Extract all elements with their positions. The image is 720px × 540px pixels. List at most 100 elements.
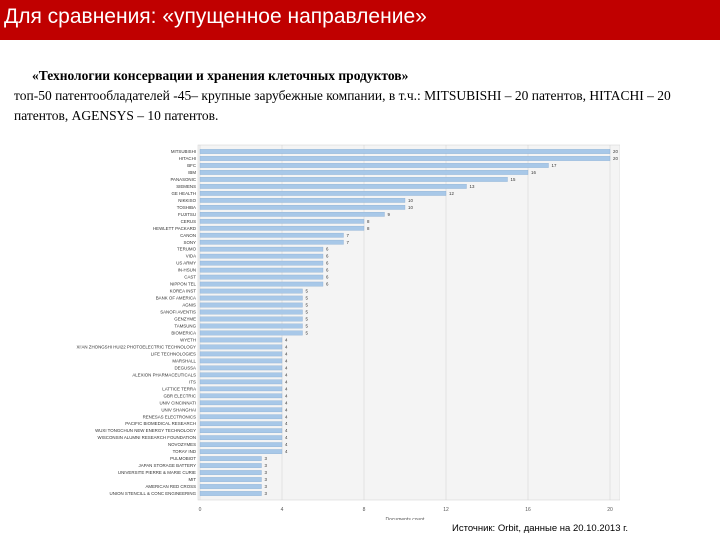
category-label-13: SONY	[184, 240, 197, 245]
page-title: Для сравнения: «упущенное направление»	[4, 5, 427, 28]
value-label-35: 4	[285, 393, 288, 398]
x-axis-label: Documents count	[386, 517, 426, 520]
category-label-24: GENZYME	[174, 317, 196, 322]
title-bar: Для сравнения: «упущенное направление»	[0, 0, 720, 40]
category-label-10: CERUS	[181, 219, 196, 224]
value-label-0: 20	[613, 149, 618, 154]
category-label-25: TAMSUNG	[174, 324, 196, 329]
bar-40	[199, 428, 283, 434]
category-label-26: BIOMERICA	[171, 331, 196, 336]
bar-13	[199, 239, 344, 245]
bar-12	[199, 232, 344, 238]
bar-32	[199, 372, 283, 378]
bar-17	[199, 267, 324, 273]
category-label-15: VIDA	[186, 254, 196, 259]
bar-4	[199, 177, 508, 182]
value-label-15: 6	[326, 254, 329, 259]
x-tick-label-1: 4	[281, 507, 284, 513]
category-label-35: GBR ELECTRIC	[164, 393, 196, 398]
bar-23	[199, 309, 303, 315]
bar-49	[199, 491, 262, 496]
value-label-47: 3	[265, 477, 268, 482]
value-label-1: 20	[613, 156, 618, 161]
bar-34	[199, 386, 283, 392]
bar-39	[199, 421, 283, 427]
value-label-43: 4	[285, 449, 288, 454]
category-label-20: KOREA INST	[170, 289, 197, 294]
category-label-38: RENESAS ELECTRONICS	[143, 414, 197, 419]
category-label-46: UNIVERSITE PIERRE & MARIE CURIE	[118, 470, 196, 475]
category-label-21: BANK OF AMERICA	[156, 296, 196, 301]
bar-5	[199, 184, 467, 189]
category-label-14: TERUMO	[177, 247, 197, 252]
value-label-23: 5	[306, 310, 309, 315]
value-label-21: 5	[306, 296, 309, 301]
category-label-9: FUJITSU	[178, 212, 196, 217]
category-label-23: SANOFI AVENTIS	[160, 310, 196, 315]
value-label-33: 4	[285, 379, 288, 384]
value-label-32: 4	[285, 372, 288, 377]
value-label-45: 3	[265, 463, 268, 468]
category-label-18: CAST	[184, 275, 196, 280]
category-label-49: UNION STENCILL & CONC ENGINEERING	[110, 491, 197, 496]
bar-19	[199, 281, 324, 287]
bar-2	[199, 163, 549, 168]
category-label-1: HITACHI	[179, 156, 196, 161]
bar-15	[199, 253, 324, 259]
category-label-0: MITSUBISHI	[171, 149, 196, 154]
bar-27	[199, 337, 283, 343]
value-label-38: 4	[285, 414, 288, 419]
bar-43	[199, 449, 283, 454]
bar-22	[199, 302, 303, 308]
bar-29	[199, 351, 283, 357]
value-label-22: 5	[306, 303, 309, 308]
value-label-37: 4	[285, 407, 288, 412]
category-label-2: BFC	[187, 163, 196, 168]
bar-21	[199, 295, 303, 301]
value-label-13: 7	[347, 240, 350, 245]
value-label-41: 4	[285, 435, 288, 440]
value-label-34: 4	[285, 386, 288, 391]
value-label-36: 4	[285, 400, 288, 405]
value-label-6: 12	[449, 191, 454, 196]
bar-24	[199, 316, 303, 322]
value-label-30: 4	[285, 358, 288, 363]
bar-38	[199, 414, 283, 420]
category-label-8: TOSHIBA	[177, 205, 196, 210]
category-label-41: WISCONSIN ALUMNI RESEARCH FOUNDATION	[98, 435, 196, 440]
bar-28	[199, 344, 283, 350]
bar-16	[199, 260, 324, 266]
bar-42	[199, 442, 283, 447]
bar-6	[199, 191, 447, 196]
bar-30	[199, 358, 283, 364]
category-label-17: IN-HSUN	[178, 268, 196, 273]
category-label-7: NIKKISO	[178, 198, 196, 203]
bar-48	[199, 484, 262, 489]
category-label-37: UNIV SHANGHAI	[161, 407, 196, 412]
bar-9	[199, 211, 385, 217]
category-label-48: AMERICAN RED CROSS	[146, 484, 197, 489]
category-label-19: NIPPON TEL	[170, 282, 197, 287]
category-label-43: TORAY IND	[173, 449, 196, 454]
category-label-28: XI'AN ZHONGSHI HUI22 PHOTOELECTRIC TECHN…	[77, 344, 197, 349]
bar-45	[199, 463, 262, 468]
category-label-32: ALEXION PHARMACEUTICALS	[132, 372, 196, 377]
category-label-11: HEWLETT PACKARD	[153, 226, 196, 231]
category-label-5: SIEMENS	[176, 184, 196, 189]
x-tick-label-5: 20	[607, 507, 613, 513]
value-label-28: 4	[285, 344, 288, 349]
x-tick-label-4: 16	[525, 507, 531, 513]
value-label-31: 4	[285, 365, 288, 370]
value-label-29: 4	[285, 351, 288, 356]
value-label-9: 9	[388, 212, 391, 217]
x-tick-label-0: 0	[199, 507, 202, 513]
x-tick-label-3: 12	[443, 507, 449, 513]
category-label-39: PACIFIC BIOMEDICAL RESEARCH	[125, 421, 196, 426]
value-label-14: 6	[326, 247, 329, 252]
category-label-12: CANON	[180, 233, 196, 238]
value-label-3: 16	[531, 170, 536, 175]
value-label-4: 15	[511, 177, 516, 182]
plot-area	[197, 144, 620, 501]
bar-26	[199, 330, 303, 336]
category-label-16: US ARMY	[176, 261, 196, 266]
